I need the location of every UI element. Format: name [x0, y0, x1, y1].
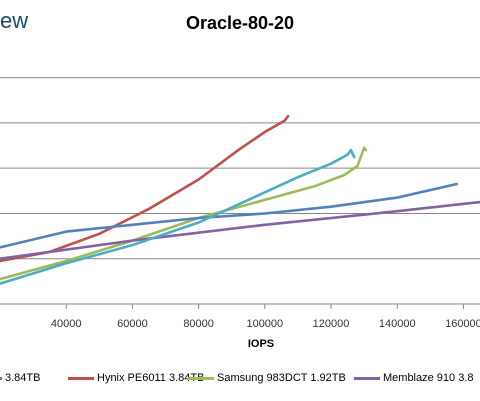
x-tick-label: 40000	[51, 318, 82, 330]
grid-lines	[0, 77, 480, 260]
legend-swatch	[188, 376, 214, 380]
legend-item: Hynix PE6011 3.84TB	[68, 372, 204, 384]
x-tick-label: 120000	[313, 318, 350, 330]
chart-axes	[0, 303, 480, 309]
series-line-3	[0, 200, 480, 260]
legend-item: Samsung 983DCT 1.92TB	[188, 372, 346, 384]
legend-item: Memblaze 910 3.8	[354, 372, 474, 384]
legend-label: 3.84TB	[5, 372, 41, 384]
legend-swatch	[0, 376, 2, 380]
x-axis-label: IOPS	[248, 338, 274, 350]
series-line-1	[0, 114, 290, 263]
series-line-2	[0, 146, 368, 281]
x-tick-label: 60000	[117, 318, 148, 330]
legend-label: Hynix PE6011 3.84TB	[97, 372, 205, 384]
legend-swatch	[354, 376, 380, 380]
x-tick-label: 80000	[183, 318, 214, 330]
legend-item: 3.84TB	[0, 372, 40, 384]
legend: 3.84TB Hynix PE6011 3.84TB Samsung 983DC…	[0, 372, 480, 390]
logo-text: ew	[0, 8, 29, 33]
legend-label: Memblaze 910 3.8	[383, 372, 474, 384]
chart-title: Oracle-80-20	[185, 13, 295, 33]
x-tick-labels: 40000 60000 80000 100000 120000 140000 160000	[51, 318, 480, 330]
legend-swatch	[68, 376, 94, 380]
series-line-5	[0, 148, 356, 285]
series-layer	[0, 114, 480, 285]
legend-label: Samsung 983DCT 1.92TB	[217, 372, 346, 384]
x-tick-label: 160000	[445, 318, 480, 330]
series-line-4	[0, 182, 459, 249]
x-tick-label: 100000	[246, 318, 283, 330]
x-tick-label: 140000	[379, 318, 416, 330]
